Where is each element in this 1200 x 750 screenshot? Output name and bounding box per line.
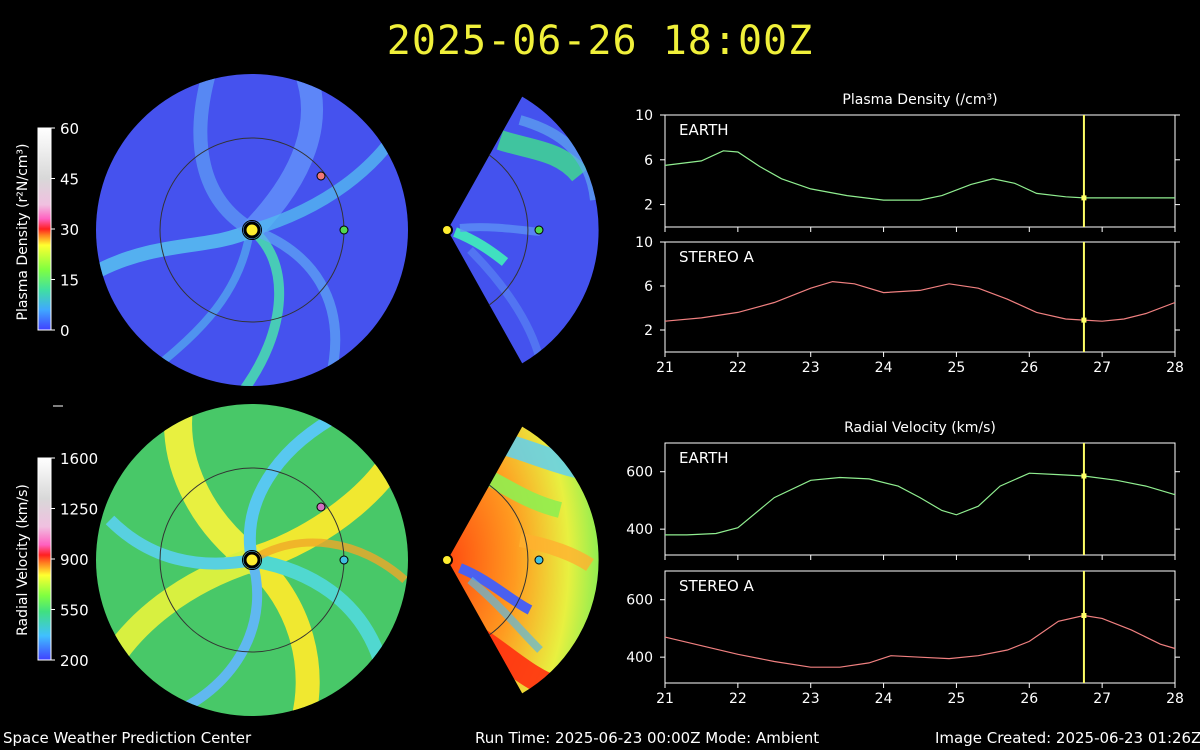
panel-label: EARTH	[679, 121, 729, 139]
density-ecliptic-plane	[96, 74, 408, 386]
density-meridional-plane	[441, 95, 600, 365]
current-value-point	[1081, 195, 1087, 201]
density-colorbar-tick-label: 60	[60, 120, 79, 138]
earth-marker-velocity-meridional	[534, 555, 544, 565]
density-earth-panel: 2 6 10 EARTH	[635, 108, 1180, 232]
current-value-point	[1081, 613, 1087, 619]
y-tick-label: 10	[635, 235, 653, 251]
x-tick-label: 22	[729, 691, 747, 707]
density-plot-title: Plasma Density (/cm³)	[842, 92, 997, 108]
series-line	[664, 280, 1176, 322]
velocity-meridional-plane	[441, 425, 600, 695]
earth-marker-velocity	[339, 555, 349, 565]
y-tick-label: 400	[626, 650, 653, 666]
footer-image-created: Image Created: 2025-06-23 01:26Z	[935, 729, 1200, 747]
current-value-point	[1081, 473, 1087, 479]
panel-label: EARTH	[679, 449, 729, 467]
x-tick-label: 25	[948, 691, 966, 707]
x-tick-label: 21	[656, 360, 674, 376]
series-line	[664, 150, 1175, 201]
y-tick-label: 10	[635, 108, 653, 124]
velocity-colorbar-tick-label: 1250	[60, 501, 98, 519]
timestamp-title: 2025-06-26 18:00Z	[386, 18, 814, 64]
velocity-colorbar-tick-label: 200	[60, 652, 89, 670]
x-tick-label: 26	[1020, 691, 1038, 707]
density-colorbar-tick-label: 15	[60, 272, 79, 290]
y-tick-label: 2	[644, 323, 653, 339]
plot-frame	[664, 241, 1176, 353]
y-tick-label: 6	[644, 153, 653, 169]
velocity-stereo-a-panel: 400 600 21 22 23 24 25 26 27 28 STEREO A	[626, 570, 1184, 707]
sun-icon-velocity	[243, 551, 261, 569]
y-tick-label: 2	[644, 198, 653, 214]
earth-marker-meridional	[534, 225, 544, 235]
x-tick-label: 23	[802, 691, 820, 707]
x-tick-label: 28	[1166, 691, 1184, 707]
y-tick-label: 600	[626, 593, 653, 609]
plot-frame	[664, 570, 1176, 684]
density-colorbar-tick-label: 0	[60, 322, 70, 340]
x-tick-label: 22	[729, 360, 747, 376]
footer-center-name: Space Weather Prediction Center	[3, 729, 252, 747]
density-colorbar-tick-label: 30	[60, 221, 79, 239]
x-tick-label: 26	[1020, 360, 1038, 376]
y-tick-label: 400	[626, 522, 653, 538]
x-tick-label: 21	[656, 691, 674, 707]
series-line	[664, 614, 1176, 668]
series-line	[665, 472, 1176, 536]
velocity-ecliptic-plane	[96, 404, 408, 716]
x-tick-label: 23	[802, 360, 820, 376]
plot-frame	[664, 442, 1176, 556]
density-colorbar-label: Plasma Density (r²N/cm³)	[15, 144, 31, 321]
velocity-colorbar-label: Radial Velocity (km/s)	[15, 484, 31, 636]
sun-icon-velocity-meridional	[441, 554, 453, 566]
velocity-colorbar-tick-label: 1600	[60, 450, 98, 468]
x-tick-label: 24	[875, 691, 893, 707]
footer-run-time: Run Time: 2025-06-23 00:00Z Mode: Ambien…	[475, 729, 820, 747]
panel-label: STEREO A	[679, 577, 755, 595]
y-tick-label: 600	[626, 465, 653, 481]
x-tick-label: 27	[1093, 360, 1111, 376]
current-value-point	[1081, 317, 1087, 323]
velocity-earth-panel: 400 600 EARTH	[626, 442, 1180, 560]
plot-frame	[664, 114, 1176, 228]
velocity-colorbar-tick-label: 550	[60, 602, 89, 620]
panel-label: STEREO A	[679, 248, 755, 266]
velocity-plot-title: Radial Velocity (km/s)	[844, 420, 996, 436]
velocity-plots: Radial Velocity (km/s) 400 600 EARTH 400 60…	[626, 420, 1184, 707]
velocity-colorbar-tick-label: 900	[60, 551, 89, 569]
x-tick-label: 27	[1093, 691, 1111, 707]
x-tick-label: 25	[948, 360, 966, 376]
velocity-colorbar: 1600 1250 900 550 200 Radial Velocity (km/s)	[15, 450, 98, 670]
sun-icon	[243, 221, 261, 239]
stereo-a-marker	[316, 171, 326, 181]
x-tick-label: 24	[875, 360, 893, 376]
density-colorbar: 60 45 30 15 0 Plasma Density (r²N/cm³)	[15, 120, 79, 340]
y-tick-label: 6	[644, 279, 653, 295]
x-tick-label: 28	[1166, 360, 1184, 376]
earth-marker	[339, 225, 349, 235]
density-colorbar-tick-label: 45	[60, 171, 79, 189]
stereo-a-marker-velocity	[316, 502, 326, 512]
sun-icon-meridional	[441, 224, 453, 236]
